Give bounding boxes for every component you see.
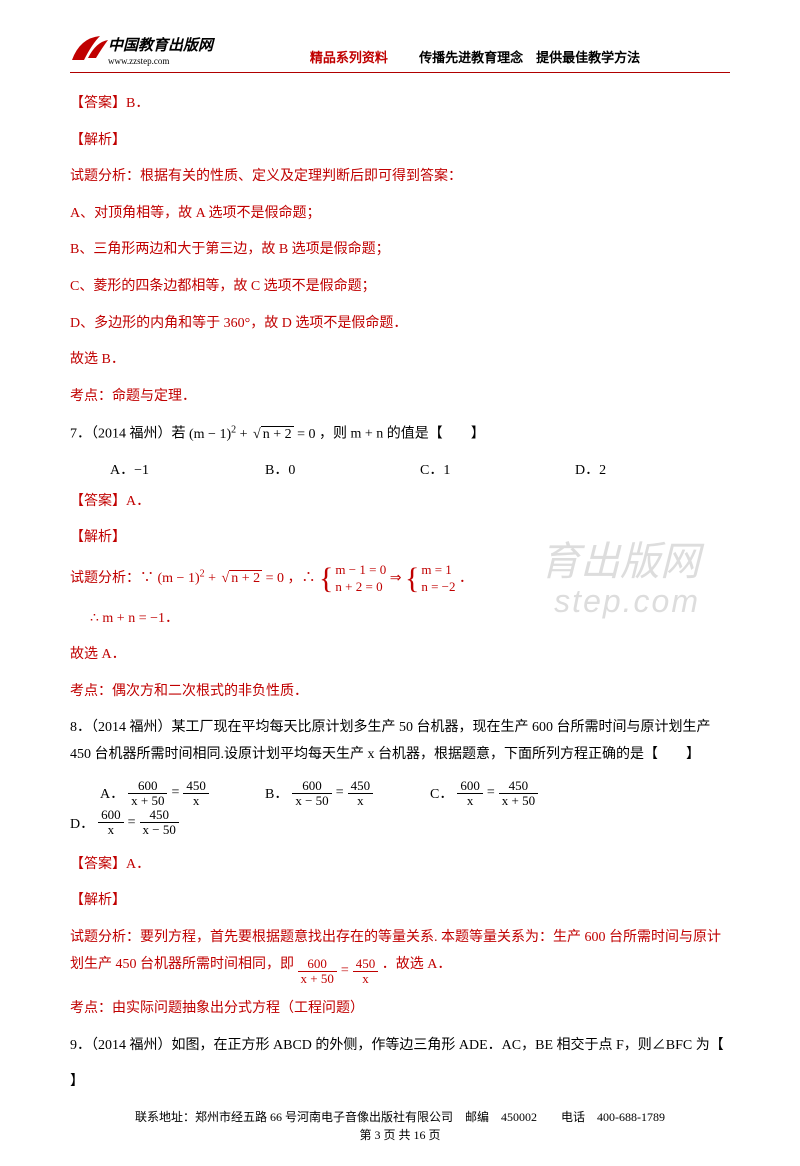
q7-sys1-bot: n + 2 = 0 [335, 579, 386, 596]
q7-stem-pre: 7．（2014 福州）若 [70, 427, 186, 442]
q8-optA-lnum: 600 [128, 779, 167, 794]
q6-analysis-intro: 试题分析：根据有关的性质、定义及定理判断后即可得到答案： [70, 164, 730, 191]
q8-ana-lden: x + 50 [298, 972, 337, 986]
q8-ana-rnum: 450 [353, 957, 379, 972]
q6-jiexi-label: 【解析】 [70, 128, 730, 155]
q7-analysis: 试题分析：∵ (m − 1)2 + n + 2 = 0 ，∴ { m − 1 =… [70, 562, 730, 596]
header-slogan-text: 传播先进教育理念 提供最佳教学方法 [419, 50, 640, 65]
q8-optC-lnum: 600 [457, 779, 483, 794]
q9-stem-close: 】 [70, 1069, 730, 1096]
q7-options: A．−1 B．0 C．1 D．2 [110, 459, 730, 479]
q6-guxuan: 故选 B． [70, 347, 730, 374]
q8-ana-rden: x [353, 972, 379, 986]
logo-block: 中国教育出版网 www.zzstep.com [70, 30, 220, 70]
q7-sys2: { m = 1n = −2 [405, 562, 456, 596]
q8-optB-lden: x − 50 [292, 794, 331, 808]
eq-sign: = [336, 785, 344, 801]
q8-optB-rnum: 450 [348, 779, 374, 794]
q8-options: A． 600x + 50 = 450x B． 600x − 50 = 450x … [70, 779, 730, 838]
q8-optD-rnum: 450 [140, 808, 179, 823]
q8-optD-rden: x − 50 [140, 823, 179, 837]
q8-stem: 8．（2014 福州）某工厂现在平均每天比原计划多生产 50 台机器，现在生产 … [70, 715, 730, 768]
q6-optD: D、多边形的内角和等于 360°，故 D 选项不是假命题． [70, 311, 730, 338]
eq-sign: = [487, 785, 495, 801]
q9-stem: 9．（2014 福州）如图，在正方形 ABCD 的外侧，作等边三角形 ADE．A… [70, 1033, 730, 1060]
q7-ana-expr: (m − 1)2 + n + 2 = 0 [158, 571, 285, 586]
q8-optB-rden: x [348, 794, 374, 808]
q7-optC: C．1 [420, 459, 575, 479]
q8-optA-label: A． [100, 783, 124, 803]
q7-kaodian: 考点：偶次方和二次根式的非负性质． [70, 679, 730, 706]
page-footer: 联系地址：郑州市经五路 66 号河南电子音像出版社有限公司 邮编 450002 … [0, 1108, 800, 1144]
q8-optA-rden: x [183, 794, 209, 808]
q8-optC: C． 600x = 450x + 50 [430, 779, 595, 809]
q8-optD-lnum: 600 [98, 808, 124, 823]
q8-optC-lden: x [457, 794, 483, 808]
q8-answer: 【答案】A． [70, 852, 730, 879]
q7-ana-pre: 试题分析：∵ [70, 571, 154, 586]
q7-optB: B．0 [265, 459, 420, 479]
q8-optD-lden: x [98, 823, 124, 837]
q7-stem-post: ，则 m + n 的值是【 】 [319, 427, 485, 442]
q8-ana-lnum: 600 [298, 957, 337, 972]
svg-text:www.zzstep.com: www.zzstep.com [108, 56, 169, 66]
q8-optB: B． 600x − 50 = 450x [265, 779, 430, 809]
q7-sys1: { m − 1 = 0n + 2 = 0 [319, 562, 386, 596]
q7-sys2-bot: n = −2 [421, 579, 455, 596]
q8-optA: A． 600x + 50 = 450x [70, 779, 265, 809]
q7-optD: D．2 [575, 459, 730, 479]
header-slogan: 精品系列资料 传播先进教育理念 提供最佳教学方法 [220, 47, 730, 70]
q9-stem-text: 9．（2014 福州）如图，在正方形 ABCD 的外侧，作等边三角形 ADE．A… [70, 1038, 724, 1053]
footer-address: 联系地址：郑州市经五路 66 号河南电子音像出版社有限公司 邮编 450002 … [0, 1108, 800, 1126]
q8-optA-rnum: 450 [183, 779, 209, 794]
q6-optC: C、菱形的四条边都相等，故 C 选项不是假命题； [70, 274, 730, 301]
q8-optC-rden: x + 50 [499, 794, 538, 808]
q8-optD: D． 600x = 450x − 50 [70, 808, 235, 838]
q8-optD-label: D． [70, 813, 94, 833]
eq-sign: = [341, 958, 349, 985]
document-page: 中国教育出版网 www.zzstep.com 精品系列资料 传播先进教育理念 提… [0, 0, 800, 1166]
q8-optC-label: C． [430, 783, 453, 803]
q6-optB: B、三角形两边和大于第三边，故 B 选项是假命题； [70, 237, 730, 264]
q8-optB-label: B． [265, 783, 288, 803]
q8-optC-rnum: 450 [499, 779, 538, 794]
q6-kaodian: 考点：命题与定理． [70, 384, 730, 411]
q7-stem-expr: (m − 1)2 + n + 2 = 0 [189, 427, 316, 442]
q7-stem: 7．（2014 福州）若 (m − 1)2 + n + 2 = 0 ，则 m +… [70, 420, 730, 448]
q7-guxuan: 故选 A． [70, 642, 730, 669]
q8-analysis: 试题分析：要列方程，首先要根据题意找出存在的等量关系. 本题等量关系为：生产 6… [70, 925, 730, 986]
q7-jiexi-label: 【解析】 [70, 525, 730, 552]
footer-page: 第 3 页 共 16 页 [0, 1126, 800, 1144]
q8-optA-lden: x + 50 [128, 794, 167, 808]
header-jinpin: 精品系列资料 [310, 50, 388, 65]
q8-optB-lnum: 600 [292, 779, 331, 794]
eq-sign: = [128, 815, 136, 831]
svg-text:中国教育出版网: 中国教育出版网 [108, 36, 216, 54]
q7-sys1-top: m − 1 = 0 [335, 562, 386, 579]
page-header: 中国教育出版网 www.zzstep.com 精品系列资料 传播先进教育理念 提… [70, 30, 730, 73]
q8-jiexi-label: 【解析】 [70, 888, 730, 915]
q7-therefore: ∴ m + n = −1． [90, 606, 730, 633]
q6-answer: 【答案】B． [70, 91, 730, 118]
q8-ana-post: ．故选 A． [382, 957, 452, 972]
q7-ana-mid: ，∴ [288, 571, 316, 586]
q6-optA: A、对顶角相等，故 A 选项不是假命题； [70, 201, 730, 228]
q7-sys2-top: m = 1 [421, 562, 455, 579]
q7-optA: A．−1 [110, 459, 265, 479]
q7-tail: ． [459, 571, 473, 586]
eq-sign: = [171, 785, 179, 801]
q7-answer: 【答案】A． [70, 489, 730, 516]
q8-kaodian: 考点：由实际问题抽象出分式方程（工程问题） [70, 996, 730, 1023]
site-logo-icon: 中国教育出版网 www.zzstep.com [70, 30, 220, 70]
q7-arrow: ⇒ [390, 571, 402, 586]
